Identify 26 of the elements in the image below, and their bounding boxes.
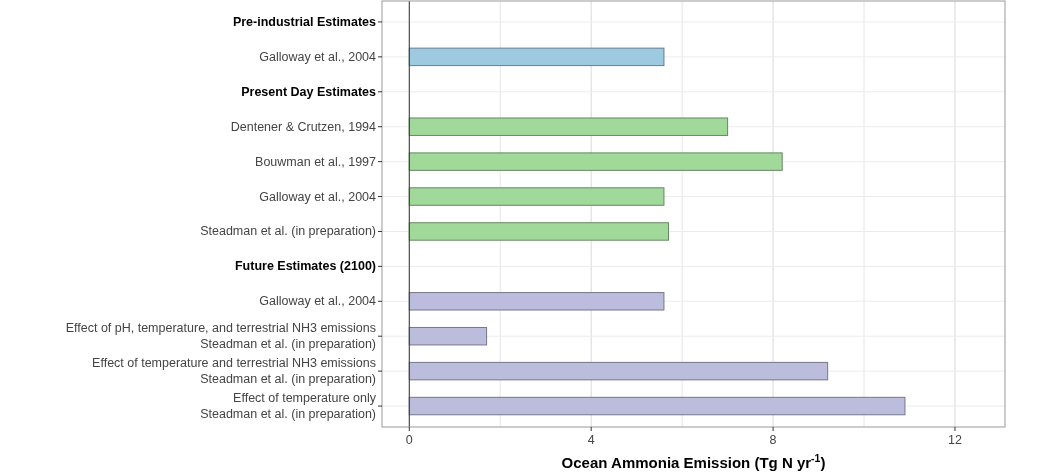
x-tick-label: 0 xyxy=(405,433,413,447)
bar xyxy=(408,396,906,416)
y-tick-label: Effect of temperature and terrestrial NH3 emissions Steadman et al. (in preparation) xyxy=(92,356,376,387)
y-tick-label: Galloway et al., 2004 xyxy=(259,294,377,309)
y-tick-label: Effect of pH, temperature, and terrestrial NH3 emissions Steadman et al. (in preparation) xyxy=(65,321,376,352)
bar xyxy=(408,326,488,346)
bar xyxy=(408,117,729,136)
x-tick-label: 4 xyxy=(587,433,595,447)
y-tick-label: Galloway et al., 2004 xyxy=(259,49,377,64)
bar xyxy=(408,222,669,241)
x-axis-title: Ocean Ammonia Emission (Tg N yr$^{-1}$) xyxy=(561,452,826,471)
x-tick-label: 8 xyxy=(769,433,777,447)
bar xyxy=(408,152,783,171)
y-tick-label: Bouwman et al., 1997 xyxy=(255,154,377,169)
y-tick-label: Pre-industrial Estimates xyxy=(232,14,377,29)
x-tick-label: 12 xyxy=(948,433,962,447)
bar xyxy=(408,187,665,206)
y-tick-label: Effect of temperature only Steadman et al. (in preparation) xyxy=(200,391,377,422)
bar xyxy=(408,292,665,311)
y-tick-label: Future Estimates (2100) xyxy=(234,259,376,274)
y-tick-label: Present Day Estimates xyxy=(241,84,377,99)
y-tick-label: Dentener & Crutzen, 1994 xyxy=(230,119,377,134)
bar xyxy=(408,47,665,67)
bar xyxy=(408,361,829,381)
y-tick-label: Galloway et al., 2004 xyxy=(259,189,377,204)
y-tick-label: Steadman et al. (in preparation) xyxy=(200,224,376,239)
